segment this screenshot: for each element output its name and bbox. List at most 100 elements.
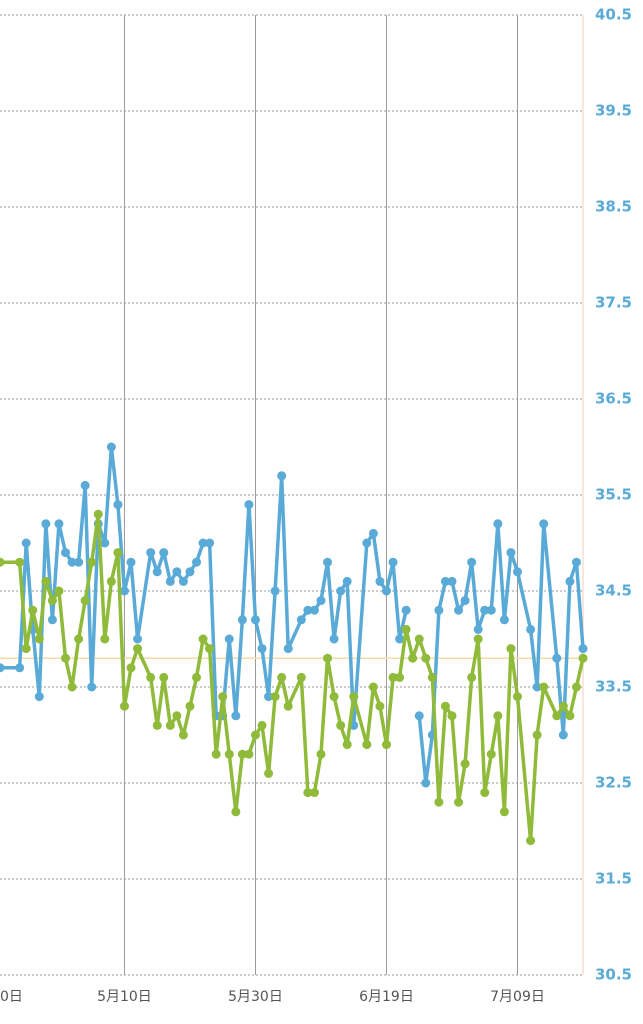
point: [552, 653, 562, 663]
point: [552, 711, 562, 721]
point: [34, 692, 44, 702]
point: [165, 576, 175, 586]
point: [277, 672, 287, 682]
point: [427, 672, 437, 682]
point: [250, 730, 260, 740]
point: [506, 548, 516, 558]
point: [480, 605, 490, 615]
point: [231, 711, 241, 721]
point: [565, 711, 575, 721]
y-tick-label: 34.5: [595, 582, 632, 600]
x-tick-label: 5月10日: [97, 989, 152, 1005]
point: [375, 701, 385, 711]
point: [388, 672, 398, 682]
point: [499, 615, 509, 625]
point: [447, 576, 457, 586]
point: [126, 557, 136, 567]
point: [159, 672, 169, 682]
point: [558, 701, 568, 711]
point: [460, 596, 470, 606]
point: [421, 778, 431, 788]
y-tick-label: 40.5: [595, 6, 632, 24]
point: [87, 557, 97, 567]
y-tick-label: 39.5: [595, 102, 632, 120]
point: [0, 663, 5, 673]
point: [395, 672, 405, 682]
point: [571, 557, 581, 567]
point: [146, 672, 156, 682]
point: [381, 740, 391, 750]
point: [558, 730, 568, 740]
point: [54, 519, 64, 529]
point: [28, 605, 38, 615]
point: [205, 644, 215, 654]
x-tick-label: 7月09日: [490, 989, 545, 1005]
point: [460, 759, 470, 769]
point: [146, 548, 156, 558]
point: [526, 624, 536, 634]
point: [571, 682, 581, 692]
point: [303, 605, 313, 615]
point: [296, 672, 306, 682]
point: [499, 807, 509, 817]
y-tick-label: 32.5: [595, 774, 632, 792]
point: [41, 519, 51, 529]
point: [408, 653, 418, 663]
point: [336, 586, 346, 596]
point: [329, 634, 339, 644]
point: [244, 500, 254, 510]
point: [454, 605, 464, 615]
point: [532, 730, 542, 740]
point: [532, 682, 542, 692]
point: [401, 624, 411, 634]
point: [244, 749, 254, 759]
point: [152, 720, 162, 730]
point: [440, 701, 450, 711]
point: [21, 538, 31, 548]
y-tick-label: 35.5: [595, 486, 632, 504]
point: [368, 682, 378, 692]
point: [309, 605, 319, 615]
point: [205, 538, 215, 548]
point: [106, 442, 116, 452]
point: [159, 548, 169, 558]
point: [309, 788, 319, 798]
y-tick-label: 31.5: [595, 870, 632, 888]
point: [395, 634, 405, 644]
point: [100, 538, 110, 548]
point: [512, 692, 522, 702]
y-tick-label: 38.5: [595, 198, 632, 216]
point: [303, 788, 313, 798]
point: [401, 605, 411, 615]
point: [440, 576, 450, 586]
x-tick-label: 0日: [0, 989, 23, 1005]
point: [323, 557, 333, 567]
point: [257, 720, 267, 730]
point: [224, 634, 234, 644]
point: [21, 644, 31, 654]
point: [67, 682, 77, 692]
point: [375, 576, 385, 586]
point: [257, 644, 267, 654]
point: [270, 692, 280, 702]
x-tick-label: 5月30日: [228, 989, 283, 1005]
point: [250, 615, 260, 625]
point: [362, 538, 372, 548]
point: [178, 730, 188, 740]
point: [316, 749, 326, 759]
point: [74, 634, 84, 644]
point: [316, 596, 326, 606]
point: [61, 653, 71, 663]
point: [198, 538, 208, 548]
y-tick-label: 37.5: [595, 294, 632, 312]
point: [434, 605, 444, 615]
point: [270, 586, 280, 596]
y-tick-label: 33.5: [595, 678, 632, 696]
point: [283, 644, 293, 654]
point: [565, 576, 575, 586]
point: [277, 471, 287, 481]
point: [211, 749, 221, 759]
point: [329, 692, 339, 702]
y-tick-label: 30.5: [595, 966, 632, 984]
